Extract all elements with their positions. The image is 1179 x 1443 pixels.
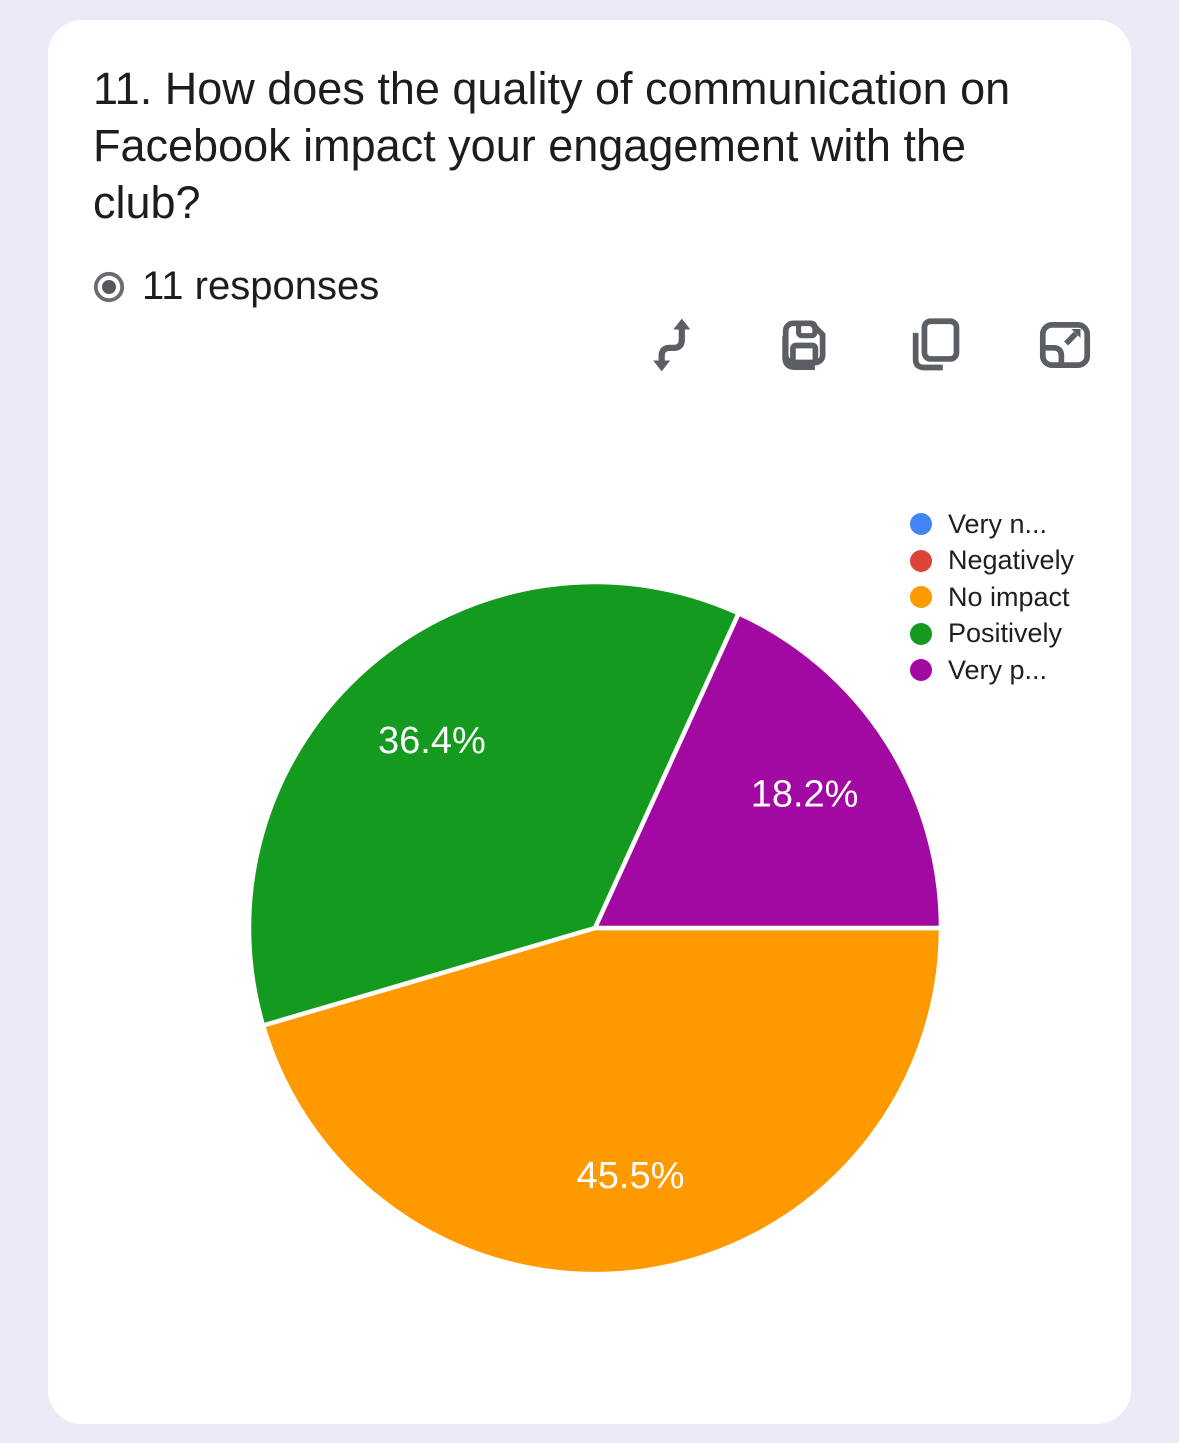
expand-chart-button[interactable] xyxy=(1033,313,1097,377)
legend-label-very-positively: Very p... xyxy=(948,654,1048,685)
responses-count: 11 responses xyxy=(142,263,380,308)
legend-label-no-impact: No impact xyxy=(948,581,1070,612)
copy-chart-button[interactable] xyxy=(902,313,966,377)
legend-dot-very-positively xyxy=(910,659,932,682)
legend-label-negatively: Negatively xyxy=(948,545,1075,576)
pie-slice-positively[interactable] xyxy=(246,579,741,1028)
legend-item-positively: Positively xyxy=(910,616,1074,653)
slice-percent-label-very-positively: 18.2% xyxy=(751,774,859,816)
legend-item-very-positively: Very p... xyxy=(910,652,1074,689)
chart-toolbar xyxy=(640,313,1097,377)
legend-dot-no-impact xyxy=(910,586,932,609)
radio-icon xyxy=(89,266,129,306)
legend-item-no-impact: No impact xyxy=(910,579,1074,616)
legend-dot-positively xyxy=(910,622,932,645)
slice-percent-label-no-impact: 45.5% xyxy=(577,1155,685,1197)
save-icon xyxy=(782,320,826,371)
save-chart-button[interactable] xyxy=(771,313,835,377)
legend-item-negatively: Negatively xyxy=(910,543,1074,580)
legend-label-positively: Positively xyxy=(948,618,1063,649)
pie-chart: 45.5% 36.4% 18.2% xyxy=(246,579,944,1277)
question-title: 11. How does the quality of communicatio… xyxy=(93,63,1011,228)
pie-slice-very-positively[interactable] xyxy=(592,611,944,931)
swap-arrows-icon xyxy=(653,318,691,372)
question-card: 11. How does the quality of communicatio… xyxy=(48,20,1131,1424)
change-chart-type-button[interactable] xyxy=(640,313,704,377)
copy-icon xyxy=(912,318,960,371)
chart-legend: Very n... Negatively No impact Positively Ve… xyxy=(910,506,1074,689)
legend-item-very-negatively: Very n... xyxy=(910,506,1074,543)
legend-dot-very-negatively xyxy=(910,513,932,536)
responses-row: 11 responses xyxy=(89,263,380,308)
expand-icon xyxy=(1039,322,1091,368)
legend-dot-negatively xyxy=(910,549,932,572)
pie-slice-no-impact[interactable] xyxy=(260,925,944,1277)
slice-percent-label-positively: 36.4% xyxy=(378,720,486,762)
legend-label-very-negatively: Very n... xyxy=(948,508,1048,539)
